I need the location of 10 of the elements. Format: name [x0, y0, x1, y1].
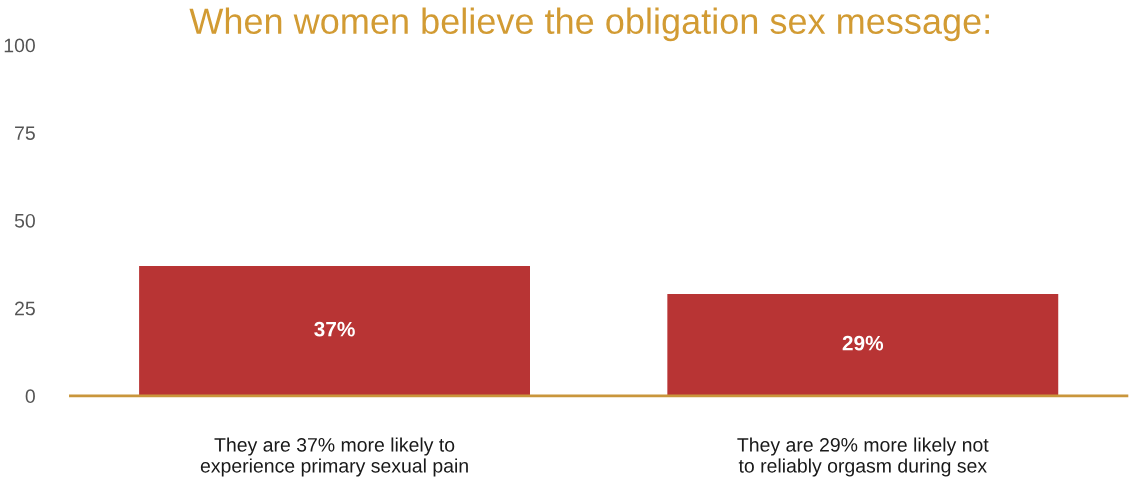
x-tick-label: They are 29% more likely not to reliably orgasm during sex: [737, 437, 989, 477]
data-label: 29%: [842, 335, 884, 351]
chart-title: When women believe the obligation sex message:: [189, 7, 989, 42]
data-label: 37%: [314, 321, 355, 337]
y-tick-label: 0: [25, 389, 35, 404]
x-tick-label: They are 37% more likely to experience primary sexual pain: [200, 437, 468, 477]
y-tick-label: 75: [15, 126, 35, 140]
y-tick-label: 100: [4, 38, 35, 53]
y-tick-label: 25: [15, 301, 35, 316]
y-tick-label: 50: [14, 213, 35, 228]
